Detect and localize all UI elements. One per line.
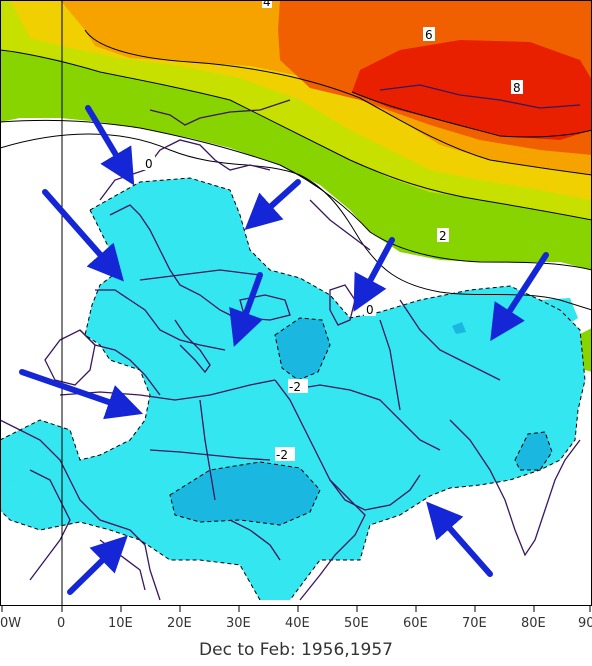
arrow-scandinavia <box>85 105 135 186</box>
arrow-caspian <box>353 237 395 312</box>
zero-contour <box>0 133 592 311</box>
contour-8 <box>351 91 592 138</box>
contour-lines <box>0 29 592 311</box>
negative-region-east-isle <box>540 298 578 330</box>
contour-label-neg2-africa: -2 <box>276 448 288 462</box>
contour-label-0-north: 0 <box>145 157 153 171</box>
contour-label-2: 2 <box>439 229 447 243</box>
contour-4 <box>0 49 592 221</box>
x-tick-label-50e: 50E <box>344 616 369 631</box>
positive-band-8 <box>352 40 592 140</box>
negative-patch-india <box>515 432 552 470</box>
arrow-eastern-europe <box>244 179 301 231</box>
contour-label-6: 6 <box>425 28 433 42</box>
contour-label-group: 4 6 8 0 2 0 -2 -2 <box>143 0 523 462</box>
negative-patch-arabia <box>275 318 330 380</box>
contour-label-8: 8 <box>513 81 521 95</box>
x-tick-label-90: 90 <box>578 616 592 631</box>
negative-region-west <box>0 420 75 482</box>
contour-label-0-caspian: 0 <box>366 303 374 317</box>
map-title: Dec to Feb: 1956,1957 <box>199 640 393 660</box>
x-axis-ticks <box>1 606 591 612</box>
x-tick-label-40e: 40E <box>285 616 310 631</box>
x-axis-labels: 0W 0 10E 20E 30E 40E 50E 60E 70E 80E 90 <box>0 616 592 631</box>
arrow-arabian-sea <box>426 501 493 577</box>
negative-patch-asia <box>452 322 466 334</box>
contour-2 <box>0 119 592 271</box>
x-tick-label-0w: 0W <box>0 616 21 631</box>
arrow-western-europe <box>42 189 124 282</box>
arrow-north-africa <box>19 369 144 420</box>
contour-label-neg2-arabia: -2 <box>289 380 301 394</box>
x-tick-label-80e: 80E <box>521 616 546 631</box>
negative-patch-africa <box>170 462 320 525</box>
x-tick-label-70e: 70E <box>462 616 487 631</box>
x-tick-label-30e: 30E <box>226 616 251 631</box>
x-tick-label-20e: 20E <box>167 616 192 631</box>
x-tick-label-0: 0 <box>57 616 65 631</box>
arrow-gulf-of-guinea <box>67 535 128 595</box>
coastlines <box>0 84 581 601</box>
contour-label-4: 4 <box>263 0 271 9</box>
x-tick-label-60e: 60E <box>403 616 428 631</box>
arrow-black-sea <box>229 272 264 347</box>
arrow-group <box>19 105 549 595</box>
contour-6 <box>84 29 592 176</box>
arrow-central-asia <box>490 252 549 342</box>
x-tick-label-10e: 10E <box>108 616 133 631</box>
